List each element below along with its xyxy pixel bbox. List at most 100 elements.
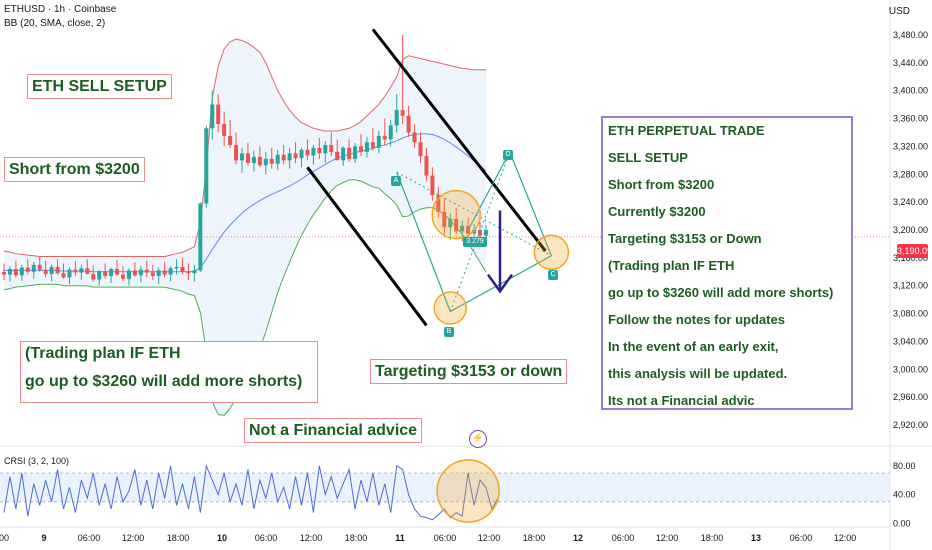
candle-up [168, 268, 173, 275]
crsi-tick-label: 0.00 [893, 518, 911, 528]
candle-down [347, 147, 352, 159]
candle-up [49, 266, 54, 274]
candle-down [216, 104, 221, 125]
candle-down [55, 266, 60, 274]
candle-down [269, 158, 274, 164]
candle-up [204, 128, 209, 204]
price-tick-label: 3,480.00 [893, 30, 928, 40]
price-tick-label: 3,240.00 [893, 197, 928, 207]
candle-down [13, 269, 18, 276]
notes-line: Its not a Financial advic [608, 393, 755, 408]
crsi-tick-label: 40.00 [893, 490, 916, 500]
candle-down [359, 146, 363, 152]
candle-down [43, 269, 48, 274]
sell-setup-label: ETH SELL SETUP [27, 74, 172, 99]
candle-up [198, 203, 203, 271]
candle-up [251, 156, 256, 164]
candle-down [91, 273, 96, 280]
price-tick-label: 2,920.00 [893, 420, 928, 430]
bollinger-band-fill [4, 39, 486, 416]
candle-up [323, 144, 328, 154]
candle-up [174, 266, 179, 269]
highlight-circle-crsi [436, 459, 500, 523]
trading-plan-line1: (Trading plan IF ETH [25, 345, 181, 362]
candle-up [19, 267, 24, 276]
candle-up [263, 158, 268, 166]
candle-down [430, 175, 435, 196]
candle-down [150, 272, 155, 276]
candle-up [287, 153, 292, 161]
time-tick-label: 06:00 [790, 533, 813, 543]
short-from-label: Short from $3200 [4, 157, 145, 182]
candle-down [37, 264, 42, 270]
notes-line: Short from $3200 [608, 177, 715, 192]
time-tick-label: 18:00 [345, 533, 368, 543]
candle-up [311, 147, 316, 156]
notes-line: SELL SETUP [608, 150, 688, 165]
candle-down [132, 270, 137, 276]
candle-up [388, 125, 393, 140]
candle-up [67, 269, 72, 278]
time-tick-label: 18:00 [701, 533, 724, 543]
time-tick-label: 12:00 [656, 533, 679, 543]
candle-up [376, 135, 381, 148]
crsi-line [3, 463, 499, 521]
trading-plan-line2: go up to $3260 will add more shorts) [25, 373, 303, 390]
pattern-dotted-bd [449, 151, 511, 312]
candle-down [406, 115, 411, 133]
disclaimer-label: Not a Financial advice [244, 418, 423, 443]
candle-down [103, 271, 108, 276]
candle-up [156, 270, 161, 276]
time-tick-label: 10 [217, 533, 227, 543]
candle-down [370, 142, 375, 148]
pattern-point-c: C [548, 270, 558, 280]
pattern-dotted-ac [396, 171, 552, 257]
candle-up [448, 218, 453, 228]
notes-line: Currently $3200 [608, 204, 706, 219]
candle-down [335, 151, 340, 161]
candle-down [454, 218, 459, 232]
time-tick-label: 11 [395, 533, 405, 543]
time-tick-label: 06:00 [434, 533, 457, 543]
highlight-circle-c [533, 234, 570, 271]
notes-line: Targeting $3153 or Down [608, 231, 762, 246]
candle-down [329, 144, 334, 152]
candle-down [400, 110, 405, 116]
highlight-circle-entry [431, 189, 481, 240]
indicator-label: BB (20, SMA, close, 2) [4, 18, 106, 29]
candle-up [126, 270, 131, 279]
candle-up [79, 268, 84, 273]
notes-line: In the event of an early exit, [608, 339, 779, 354]
pattern-point-b: B [444, 327, 454, 337]
candle-up [364, 142, 369, 152]
candle-down [412, 132, 417, 143]
candle-up [299, 149, 304, 159]
candle-up [109, 269, 114, 276]
pattern-point-d: D [503, 150, 513, 160]
harmonic-pattern-lines [396, 150, 553, 313]
candle-up [31, 264, 36, 272]
channel-lower-trendline [306, 166, 428, 327]
time-tick-label: 18:00 [167, 533, 190, 543]
candle-down [228, 135, 233, 145]
candle-down [186, 271, 191, 274]
flash-icon[interactable]: ⚡ [469, 430, 487, 448]
time-tick-label: 12 [573, 533, 583, 543]
price-tick-label: 3,040.00 [893, 336, 928, 346]
price-tick-label: 3,400.00 [893, 86, 928, 96]
candle-down [281, 154, 286, 161]
candle-down [478, 230, 482, 236]
candle-down [442, 211, 447, 228]
notes-line: this analysis will be updated. [608, 366, 788, 381]
candle-up [138, 269, 143, 276]
candle-down [293, 153, 298, 159]
time-tick-label: 12:00 [122, 533, 145, 543]
price-tick-label: 2,960.00 [893, 392, 928, 402]
crsi-label: CRSI (3, 2, 100) [4, 456, 69, 466]
candle-down [180, 266, 185, 272]
chart-title: ETHUSD · 1h · Coinbase [4, 4, 117, 15]
overlay-price-tag: 3.279 [463, 237, 487, 247]
candle-up [7, 269, 12, 275]
time-tick-label: 12:00 [478, 533, 501, 543]
